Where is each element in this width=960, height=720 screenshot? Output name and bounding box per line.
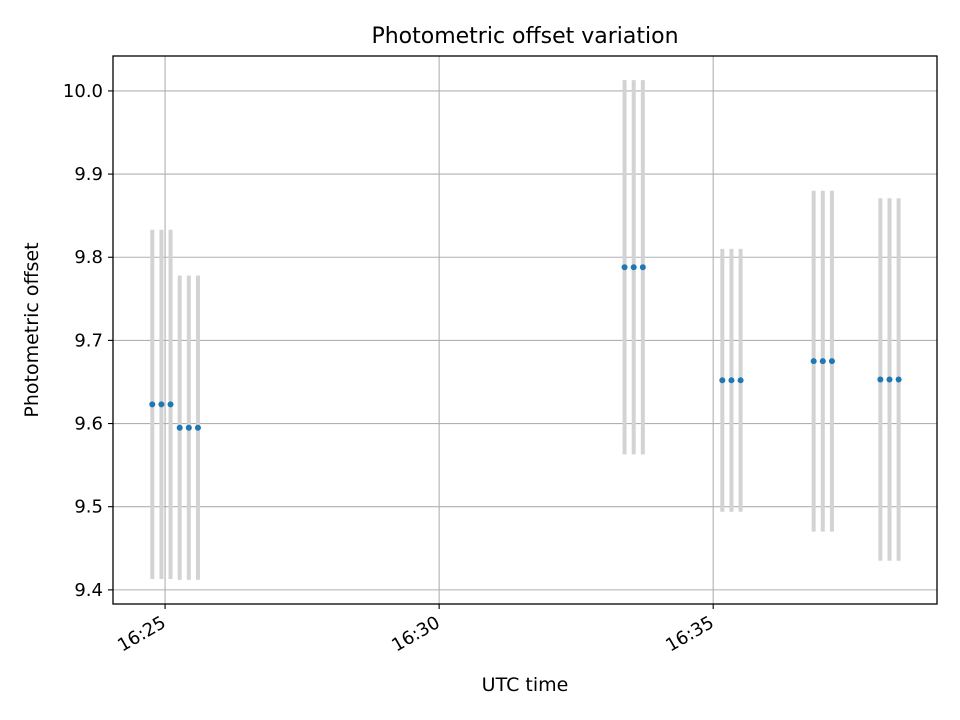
y-tick-label: 9.5 [74,497,103,518]
data-point [194,424,201,431]
data-point [621,264,628,271]
data-point [630,264,637,271]
y-tick-label: 9.6 [74,414,103,435]
y-axis-label: Photometric offset [21,242,43,417]
data-point [810,358,817,365]
plot-frame [112,55,938,605]
data-point [158,401,165,408]
data-point [886,376,893,383]
y-tick-label: 9.9 [74,164,103,185]
y-tick-label: 9.7 [74,330,103,351]
y-axis: 9.4 9.5 9.6 9.7 9.8 9.9 10.0 [63,81,113,601]
data-point [167,401,174,408]
data-point [737,377,744,384]
data-point [828,358,835,365]
y-tick-label: 10.0 [63,81,103,102]
data-point [149,401,156,408]
grid [113,56,937,604]
data-point [185,424,192,431]
y-tick-label: 9.8 [74,247,103,268]
data-points [149,264,902,431]
x-axis-label: UTC time [482,674,569,696]
data-point [895,376,902,383]
data-point [719,377,726,384]
data-point [176,424,183,431]
data-point [877,376,884,383]
chart-title: Photometric offset variation [371,24,678,49]
y-tick-label: 9.4 [74,580,103,601]
data-point [639,264,646,271]
data-point [728,377,735,384]
data-point [819,358,826,365]
